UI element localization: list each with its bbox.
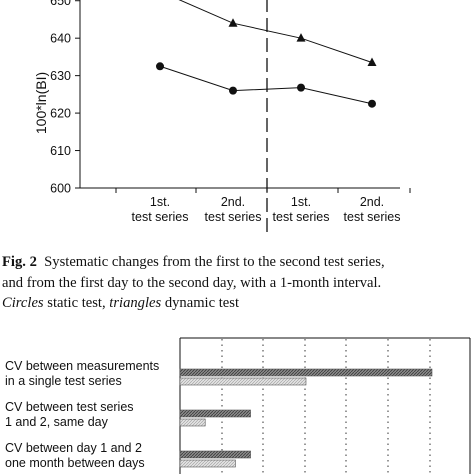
bar-light [179, 418, 206, 427]
bar-dark [179, 450, 251, 459]
x-tick-label-line: 1st. [150, 195, 170, 209]
caption-line-1: Fig. 2 Systematic changes from the first… [2, 252, 474, 273]
x-tick-label-line: test series [273, 210, 330, 224]
circle-marker [229, 86, 237, 95]
caption-label: Fig. 2 [2, 254, 37, 270]
category-label-line: one month between days [5, 456, 145, 470]
x-tick-label: 2nd. test series [344, 195, 401, 224]
x-tick-label: 2nd. test series [205, 195, 262, 224]
y-tick-label: 650 [50, 0, 71, 8]
category-label-line: 1 and 2, same day [5, 415, 109, 429]
y-tick-label: 620 [50, 107, 71, 121]
category-label-line: CV between test series [5, 400, 134, 414]
category-label: CV between measurements in a single test … [5, 359, 159, 388]
x-tick-label-line: 2nd. [221, 195, 245, 209]
category-label-line: CV between day 1 and 2 [5, 441, 142, 455]
bar-dark [179, 368, 433, 377]
y-axis-label: 100*ln(BI) [33, 72, 49, 134]
caption-end: dynamic test [161, 295, 240, 311]
caption-circles: Circles [2, 295, 44, 311]
series-lines [159, 0, 373, 105]
figure-3-bar-chart: CV between measurements in a single test … [5, 337, 471, 474]
y-tick-label: 610 [50, 144, 71, 158]
figure-caption: Fig. 2 Systematic changes from the first… [2, 252, 474, 314]
circle-series-line [159, 65, 373, 105]
category-label: CV between test series 1 and 2, same day [5, 400, 134, 429]
y-ticks: 600 610 620 630 640 650 [50, 0, 80, 196]
triangle-marker [296, 33, 306, 42]
circle-marker [156, 62, 164, 71]
y-tick-label: 600 [50, 182, 71, 196]
y-tick-label: 640 [50, 32, 71, 46]
bar-light [179, 377, 307, 386]
triangle-marker [228, 18, 238, 27]
y-tick-label: 630 [50, 69, 71, 83]
bars [179, 368, 433, 468]
x-tick-label-line: test series [132, 210, 189, 224]
bar-dark [179, 409, 251, 418]
x-tick-label-line: 2nd. [360, 195, 384, 209]
caption-triangles: triangles [109, 295, 162, 311]
category-label-line: in a single test series [5, 374, 122, 388]
triangle-marker [367, 57, 377, 67]
caption-line-3: Circles static test, triangles dynamic t… [2, 293, 474, 314]
x-tick-label: 1st. test series [273, 195, 330, 224]
caption-text-1: Systematic changes from the first to the… [44, 254, 385, 270]
x-tick-label-line: test series [344, 210, 401, 224]
circle-marker [297, 83, 305, 92]
category-label-line: CV between measurements [5, 359, 159, 373]
caption-mid: static test, [43, 295, 110, 311]
x-tick-label-line: test series [205, 210, 262, 224]
series-markers [156, 18, 377, 108]
category-label: CV between day 1 and 2 one month between … [5, 441, 145, 470]
category-labels: CV between measurements in a single test … [5, 359, 159, 470]
triangle-series-line [178, 0, 373, 64]
axes [79, 0, 400, 232]
x-tick-label-line: 1st. [291, 195, 311, 209]
caption-line-2: and from the first day to the second day… [2, 274, 382, 291]
x-tick-label: 1st. test series [132, 195, 189, 224]
gridlines [221, 339, 431, 474]
bar-light [179, 459, 236, 468]
circle-marker [368, 99, 376, 108]
